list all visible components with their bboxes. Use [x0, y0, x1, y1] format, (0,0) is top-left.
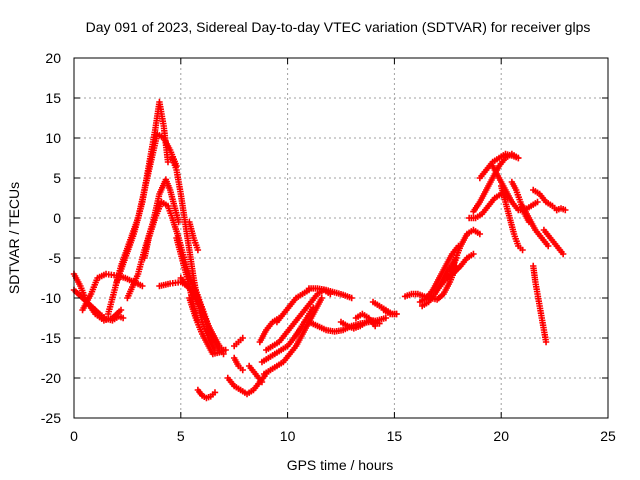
data-point [376, 320, 383, 327]
series-arc18 [231, 354, 246, 374]
x-tick-label: 5 [177, 428, 185, 444]
y-tick-label: -25 [41, 410, 61, 426]
series-arc36 [444, 250, 477, 282]
y-tick-label: -20 [41, 370, 61, 386]
data-point [117, 306, 125, 314]
x-tick-label: 20 [493, 428, 509, 444]
data-point [470, 250, 477, 258]
data-point [239, 334, 246, 342]
x-axis-label: GPS time / hours [287, 457, 394, 473]
series-arc37 [451, 226, 484, 266]
data-point [476, 230, 484, 238]
series-arc11 [156, 278, 191, 290]
series-arc38 [465, 190, 511, 222]
series-arc20 [245, 362, 266, 386]
data-point [544, 242, 552, 250]
data-point [222, 346, 229, 354]
data-point [393, 310, 400, 318]
grid-layer [74, 58, 608, 418]
series-arc29 [352, 310, 379, 330]
y-tick-label: 15 [45, 90, 61, 106]
series-arc13 [186, 218, 202, 254]
y-tick-label: 10 [45, 130, 61, 146]
series-arc19 [231, 334, 246, 350]
x-tick-label: 0 [70, 428, 78, 444]
data-point [194, 246, 202, 254]
data-point [318, 294, 325, 302]
chart-title: Day 091 of 2023, Sidereal Day-to-day VTE… [86, 19, 591, 35]
axis-layer: 0 5 10 15 20 25 -25 -20 -15 -10 -5 0 5 10 15 20 [41, 50, 616, 444]
data-point [239, 366, 246, 374]
y-tick-label: -15 [41, 330, 61, 346]
plot-frame [73, 57, 609, 419]
data-point [534, 198, 541, 206]
data-point [382, 314, 390, 322]
series-arc22 [260, 294, 325, 378]
y-tick-label: 0 [53, 210, 61, 226]
data-point [562, 206, 569, 214]
series-arc40 [476, 150, 522, 182]
data-layer [70, 98, 569, 402]
data-point [542, 338, 550, 346]
series-arc16 [194, 386, 219, 402]
data-point [515, 154, 522, 162]
x-tick-label: 25 [600, 428, 616, 444]
series-arc44 [519, 202, 552, 250]
y-tick-label: 20 [45, 50, 61, 66]
data-point [211, 389, 219, 396]
series-arc15 [194, 294, 227, 358]
y-axis-label: SDTVAR / TECUs [6, 182, 22, 294]
data-point [258, 378, 266, 386]
data-point [164, 158, 172, 166]
y-tick-label: -10 [41, 290, 61, 306]
series-arc42 [498, 182, 526, 254]
series-arc28 [337, 317, 383, 332]
data-point [184, 282, 191, 290]
data-point [559, 250, 567, 258]
x-tick-label: 15 [387, 428, 403, 444]
series-arc31 [380, 306, 400, 318]
data-point [348, 294, 355, 302]
series-arc47 [540, 226, 567, 258]
data-point [371, 322, 379, 330]
series-arc26 [305, 285, 355, 302]
data-point [139, 282, 146, 290]
y-tick-label: -5 [49, 250, 62, 266]
data-point [220, 350, 227, 358]
series-arc46 [530, 262, 550, 346]
x-tick-label: 10 [280, 428, 296, 444]
data-point [519, 246, 526, 254]
y-tick-label: 5 [53, 170, 61, 186]
data-point [119, 314, 127, 322]
series-arc05 [113, 98, 172, 286]
series-arc48 [553, 205, 569, 214]
